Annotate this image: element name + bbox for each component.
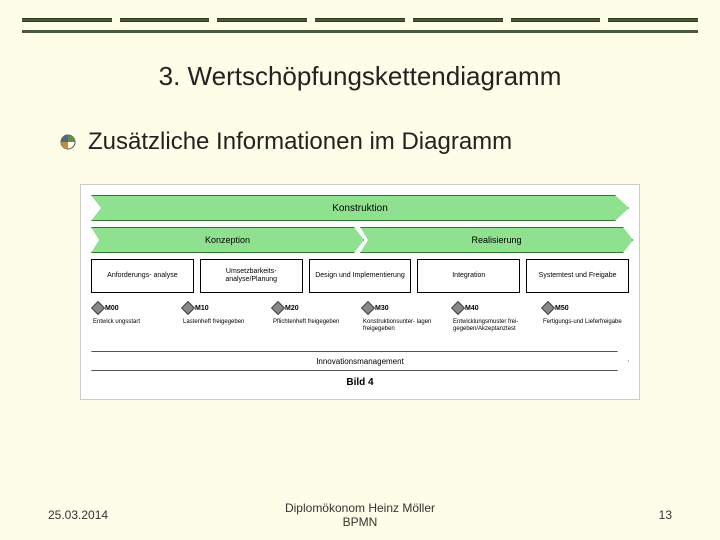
- footer-page-number: 13: [659, 508, 672, 522]
- process-box: Umsetzbarkeits- analyse/Planung: [200, 259, 303, 293]
- diamond-icon: [91, 301, 105, 315]
- diamond-icon: [181, 301, 195, 315]
- decorative-underline: [22, 30, 698, 33]
- bar-segment: [217, 18, 307, 22]
- value-chain-diagram: Konstruktion Konzeption Realisierung Anf…: [80, 184, 640, 400]
- main-process-chevron: Konstruktion: [91, 195, 629, 221]
- milestone-desc: Entwick ungsstart: [91, 319, 179, 343]
- milestone: M00: [91, 299, 179, 317]
- bar-segment: [511, 18, 601, 22]
- milestone-label: M30: [375, 305, 389, 312]
- milestone-label: M40: [465, 305, 479, 312]
- milestone: M40: [451, 299, 539, 317]
- milestone-label: M10: [195, 305, 209, 312]
- phase-chevron: Realisierung: [360, 227, 633, 253]
- process-box: Integration: [417, 259, 520, 293]
- milestone-label: M20: [285, 305, 299, 312]
- process-box: Anforderungs- analyse: [91, 259, 194, 293]
- phase-chevron: Konzeption: [91, 227, 364, 253]
- bar-segment: [608, 18, 698, 22]
- milestone: M50: [541, 299, 629, 317]
- milestone: M20: [271, 299, 359, 317]
- milestone-label: M00: [105, 305, 119, 312]
- process-box-row: Anforderungs- analyse Umsetzbarkeits- an…: [91, 259, 629, 293]
- slide-footer: 25.03.2014 Diplomökonom Heinz Möller BPM…: [0, 508, 720, 522]
- chevron-main-label: Konstruktion: [91, 195, 629, 221]
- subtitle-row: Zusätzliche Informationen im Diagramm: [60, 128, 720, 156]
- footer-author-line2: BPMN: [343, 515, 378, 529]
- milestone-desc-row: Entwick ungsstart Lastenheft freigegeben…: [91, 319, 629, 343]
- milestone-desc: Lastenheft freigegeben: [181, 319, 269, 343]
- diamond-icon: [361, 301, 375, 315]
- milestone-label: M50: [555, 305, 569, 312]
- footer-author: Diplomökonom Heinz Möller BPMN: [285, 501, 435, 530]
- bar-segment: [22, 18, 112, 22]
- footer-date: 25.03.2014: [48, 508, 108, 522]
- milestone-desc: Pflichtenheft freigegeben: [271, 319, 359, 343]
- bar-segment: [315, 18, 405, 22]
- diamond-icon: [541, 301, 555, 315]
- footer-author-line1: Diplomökonom Heinz Möller: [285, 501, 435, 515]
- diagram-caption: Bild 4: [91, 377, 629, 388]
- slide-subtitle: Zusätzliche Informationen im Diagramm: [88, 128, 512, 156]
- bullet-icon: [60, 134, 76, 150]
- process-box: Design und Implementierung: [309, 259, 412, 293]
- slide-title: 3. Wertschöpfungskettendiagramm: [0, 61, 720, 92]
- milestone: M10: [181, 299, 269, 317]
- milestone-desc: Fertigungs-und Lieferfreigabe: [541, 319, 629, 343]
- milestone: M30: [361, 299, 449, 317]
- bar-segment: [120, 18, 210, 22]
- bottom-chevron-label: Innovationsmanagement: [91, 351, 629, 371]
- milestone-row: M00 M10 M20 M30 M40 M50: [91, 299, 629, 317]
- diamond-icon: [271, 301, 285, 315]
- phase-chevron-row: Konzeption Realisierung: [91, 227, 629, 253]
- milestone-desc: Konstruktionsunter- lagen freigegeben: [361, 319, 449, 343]
- bottom-chevron-row: Innovationsmanagement: [91, 351, 629, 371]
- decorative-top-bars: [22, 0, 698, 30]
- bar-segment: [413, 18, 503, 22]
- diamond-icon: [451, 301, 465, 315]
- milestone-desc: Entwicklungsmuster frei- gegeben/Akzepta…: [451, 319, 539, 343]
- process-box: Systemtest und Freigabe: [526, 259, 629, 293]
